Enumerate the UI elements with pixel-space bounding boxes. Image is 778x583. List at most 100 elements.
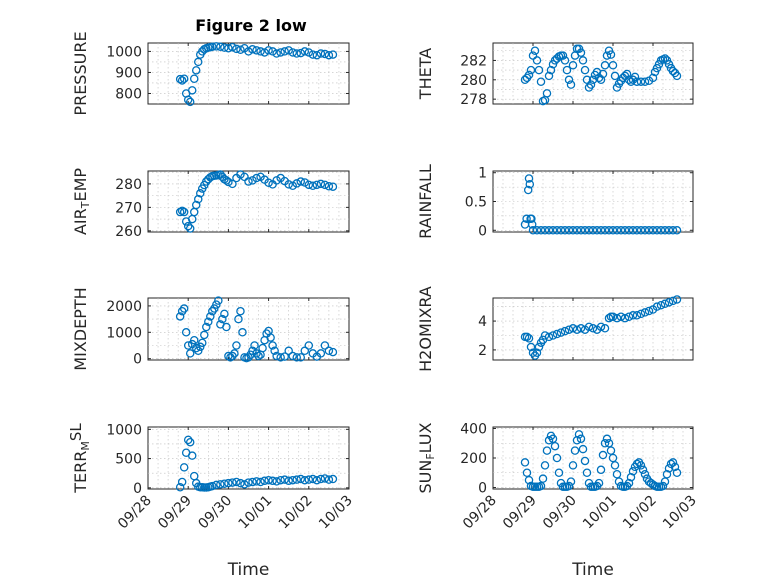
data-point (183, 435, 193, 445)
data-point (214, 296, 223, 305)
data-point (596, 322, 606, 332)
data-point (636, 226, 646, 235)
data-point (212, 300, 221, 309)
data-point (532, 56, 542, 65)
data-point (304, 341, 314, 350)
data-point (562, 65, 572, 75)
data-point (588, 324, 598, 333)
data-point (632, 459, 642, 469)
data-point (602, 434, 612, 444)
data-point (624, 312, 634, 321)
data-point (660, 54, 670, 63)
data-point (546, 65, 556, 75)
data-point (296, 48, 306, 58)
data-point (612, 226, 622, 235)
axes-rainfall: 0 0.5 1 RAINFALL (416, 164, 694, 239)
data-point (658, 481, 668, 491)
data-point (292, 353, 301, 362)
data-point (284, 46, 293, 55)
data-point (260, 48, 269, 57)
data-point (534, 342, 544, 352)
y-axis-label: RAINFALL (416, 164, 435, 239)
data-point (630, 72, 640, 82)
data-point (660, 226, 670, 235)
data-point (576, 434, 586, 444)
data-point (592, 67, 602, 77)
data-point (268, 476, 277, 486)
y-tick-label: 0 (478, 223, 487, 239)
data-point (179, 463, 189, 472)
data-point (656, 300, 666, 310)
y-tick-label: 0.5 (465, 195, 487, 211)
data-point (316, 49, 326, 58)
data-point (288, 48, 297, 57)
data-point (232, 341, 241, 350)
data-point (542, 446, 552, 455)
data-point (270, 346, 279, 356)
y-axis-label: PRESSURE (71, 31, 90, 115)
y-tick-label: 0 (478, 481, 487, 497)
y-axis-label-part: F (424, 453, 437, 459)
data-point (652, 226, 662, 235)
data-point (568, 61, 578, 70)
data-point (672, 226, 682, 235)
data-point (640, 77, 650, 86)
data-point (612, 313, 622, 323)
data-point (664, 464, 674, 473)
data-point (272, 477, 281, 486)
data-point (248, 45, 257, 54)
data-point (552, 329, 562, 339)
axes-pressure: 800 900 1000 PRESSURE (71, 31, 350, 116)
data-point (572, 436, 582, 445)
axes-air_temp: 260 270 280 AIRTEMP (71, 168, 350, 240)
data-point (530, 46, 540, 55)
y-axis-label-part: SUN (416, 460, 435, 494)
data-point (550, 441, 560, 451)
data-point (586, 80, 596, 89)
data-point (560, 56, 570, 65)
data-point (640, 469, 650, 479)
series-terr_msl (175, 435, 338, 492)
data-point (240, 480, 249, 489)
data-point (668, 296, 678, 306)
data-point (179, 304, 189, 313)
y-tick-label: 200 (460, 451, 487, 467)
data-point (524, 174, 534, 183)
data-point (536, 481, 546, 491)
data-point (175, 482, 185, 492)
data-point (185, 97, 195, 107)
data-point (588, 226, 598, 235)
data-point (228, 179, 237, 189)
data-point (185, 437, 195, 447)
data-point (668, 226, 678, 235)
data-point (628, 226, 638, 235)
data-point (230, 349, 239, 358)
data-point (600, 324, 610, 333)
data-point (193, 194, 203, 204)
data-point (187, 451, 197, 460)
data-point (193, 57, 203, 67)
data-point (264, 178, 273, 187)
data-point (622, 69, 632, 79)
x-axis-label: Time (227, 560, 270, 580)
data-point (264, 46, 273, 55)
data-point (544, 226, 554, 235)
data-point (252, 477, 261, 486)
data-point (584, 226, 594, 235)
data-point (284, 346, 293, 356)
data-point (608, 312, 618, 321)
data-point (316, 179, 326, 189)
data-point (191, 66, 201, 75)
y-axis-label: H2OMIXRA (416, 286, 435, 372)
x-axis-label: Time (571, 560, 614, 580)
data-point (185, 349, 195, 358)
y-axis-label-part: THETA (416, 48, 435, 100)
data-point (548, 226, 558, 235)
data-point (179, 207, 189, 217)
data-point (212, 480, 221, 490)
y-tick-label: 1 (478, 166, 487, 182)
data-point (648, 226, 658, 235)
data-point (536, 77, 546, 86)
data-point (216, 480, 225, 489)
